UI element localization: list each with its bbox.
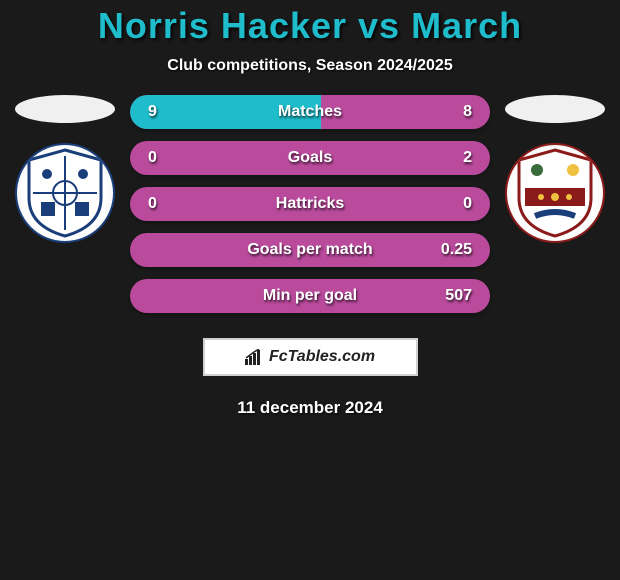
stat-bar: 9 Matches 8 [130, 95, 490, 129]
stat-value-left: 9 [148, 103, 157, 121]
stats-column: 9 Matches 8 0 Goals 2 0 Hattricks 0 Goals per mat… [130, 95, 490, 313]
stat-bar: 0 Goals 2 [130, 141, 490, 175]
right-player-oval [505, 95, 605, 123]
shield-icon [515, 148, 595, 238]
stat-label: Hattricks [276, 195, 344, 213]
left-player-oval [15, 95, 115, 123]
main-row: 9 Matches 8 0 Goals 2 0 Hattricks 0 Goals per mat… [0, 95, 620, 313]
infographic-root: Norris Hacker vs March Club competitions… [0, 0, 620, 418]
stat-value-right: 2 [463, 149, 472, 167]
stat-value-right: 0.25 [441, 241, 472, 259]
stat-value-right: 0 [463, 195, 472, 213]
stat-label: Matches [278, 103, 342, 121]
left-club-crest [15, 143, 115, 243]
shield-icon [25, 148, 105, 238]
stat-bar: 0 Hattricks 0 [130, 187, 490, 221]
stat-bar: Min per goal 507 [130, 279, 490, 313]
stat-value-left: 0 [148, 195, 157, 213]
stat-bar: Goals per match 0.25 [130, 233, 490, 267]
stat-value-right: 8 [463, 103, 472, 121]
brand-text: FcTables.com [269, 348, 375, 366]
stat-value-right: 507 [445, 287, 472, 305]
right-side [500, 95, 610, 243]
chart-icon [245, 349, 263, 365]
brand-box: FcTables.com [203, 338, 418, 376]
stat-label: Goals per match [247, 241, 372, 259]
stat-label: Goals [288, 149, 332, 167]
stat-value-left: 0 [148, 149, 157, 167]
page-title: Norris Hacker vs March [0, 5, 620, 47]
stat-label: Min per goal [263, 287, 357, 305]
subtitle: Club competitions, Season 2024/2025 [0, 57, 620, 75]
date-text: 11 december 2024 [0, 398, 620, 418]
right-club-crest [505, 143, 605, 243]
left-side [10, 95, 120, 243]
